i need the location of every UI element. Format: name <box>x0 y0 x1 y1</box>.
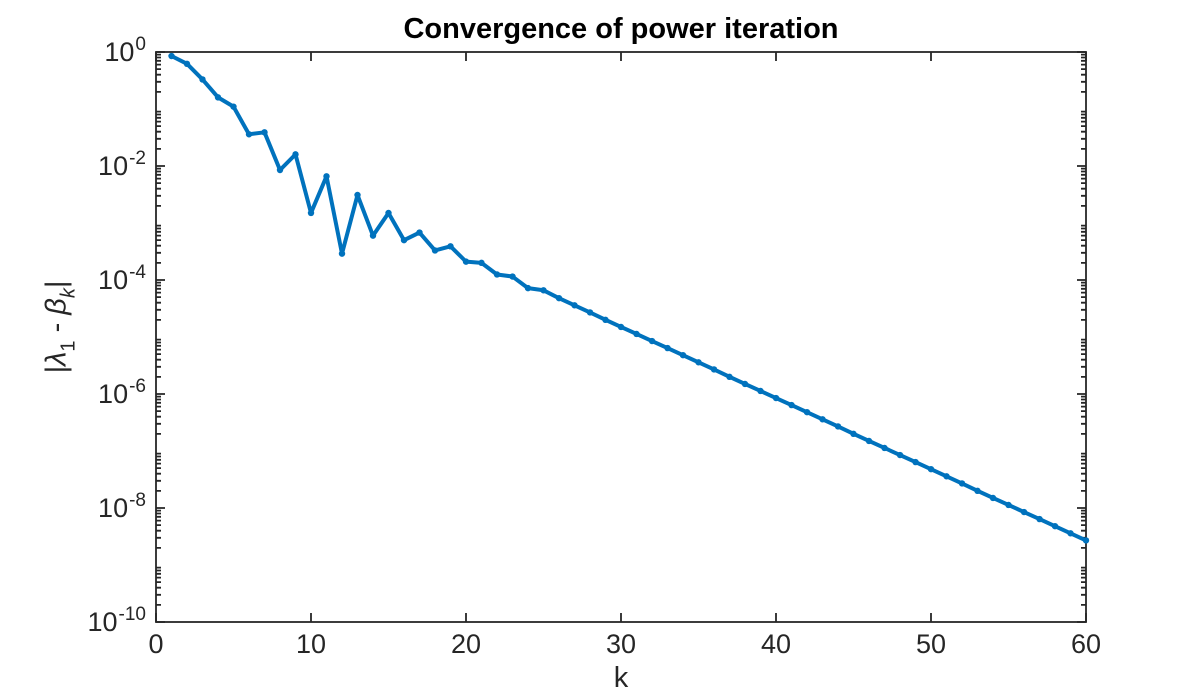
data-point-marker <box>788 401 795 409</box>
convergence-line <box>169 54 1088 543</box>
data-point-marker <box>927 465 935 473</box>
data-point-marker <box>447 243 454 250</box>
data-point-marker <box>214 94 222 101</box>
data-point-marker <box>710 366 718 373</box>
data-point-marker <box>524 284 532 292</box>
data-point-marker <box>586 309 594 316</box>
x-tick-label: 60 <box>1070 629 1102 659</box>
y-tick-label: 10-6 <box>98 375 146 409</box>
data-point-marker <box>757 387 764 395</box>
data-point-marker <box>664 344 671 352</box>
data-point-marker <box>385 209 392 217</box>
y-axis-label-part: - <box>40 314 73 341</box>
y-tick-label: 100 <box>104 33 146 67</box>
data-point-marker <box>803 408 811 416</box>
data-point-marker <box>896 451 904 459</box>
x-axis-label: k <box>613 662 629 694</box>
data-point-marker <box>819 416 826 423</box>
data-point-marker <box>958 480 966 487</box>
data-point-marker <box>865 437 873 445</box>
data-point-marker <box>168 52 175 60</box>
data-point-marker <box>602 316 609 324</box>
y-tick-label: 10-8 <box>98 489 146 523</box>
data-point-marker <box>648 337 656 345</box>
x-tick-label: 20 <box>450 629 482 659</box>
x-tick-label: 0 <box>148 629 164 659</box>
data-point-marker <box>369 232 377 239</box>
data-point-marker <box>431 247 439 254</box>
x-tick-label: 40 <box>760 629 792 659</box>
data-point-marker <box>726 373 733 381</box>
data-point-marker <box>912 458 919 466</box>
y-axis-label-part: | <box>40 365 73 374</box>
data-point-marker <box>307 209 315 217</box>
data-point-marker <box>1036 515 1043 523</box>
data-point-marker <box>338 250 346 257</box>
data-point-marker <box>850 430 857 438</box>
y-axis-label-part: λ <box>40 351 73 366</box>
plot-area <box>155 51 1090 623</box>
y-tick-label: 10-2 <box>98 147 146 181</box>
x-tick-label: 10 <box>295 629 327 659</box>
data-point-marker <box>1005 501 1012 509</box>
data-point-marker <box>695 359 702 366</box>
data-point-marker <box>354 191 361 199</box>
x-tick-label: 30 <box>605 629 637 659</box>
convergence-plot-svg <box>155 51 1090 623</box>
data-point-marker <box>989 494 997 502</box>
data-point-marker <box>400 236 408 244</box>
chart-title: Convergence of power iteration <box>403 13 839 45</box>
y-axis-label-part: 1 <box>57 340 80 352</box>
data-point-marker <box>1082 537 1090 544</box>
axis-ticks <box>155 51 1087 623</box>
data-point-marker <box>261 129 268 136</box>
data-point-marker <box>881 444 888 452</box>
data-point-marker <box>199 76 206 83</box>
data-point-marker <box>540 287 547 294</box>
data-point-marker <box>1020 508 1028 516</box>
data-point-marker <box>509 273 516 280</box>
data-point-marker <box>323 173 330 180</box>
data-point-marker <box>741 380 749 388</box>
y-axis-label-part: β <box>40 298 73 315</box>
data-point-marker <box>230 103 237 110</box>
data-point-marker <box>617 323 625 331</box>
data-point-marker <box>276 166 284 174</box>
axes-box <box>155 51 1087 623</box>
data-point-marker <box>1051 522 1059 530</box>
data-point-marker <box>974 487 981 495</box>
data-point-marker <box>462 258 470 265</box>
data-point-marker <box>834 423 842 430</box>
data-point-marker <box>1067 530 1074 537</box>
data-point-marker <box>679 351 687 359</box>
data-point-marker <box>943 473 950 480</box>
data-point-marker <box>416 229 423 236</box>
data-point-marker <box>478 259 485 267</box>
x-tick-label: 50 <box>915 629 947 659</box>
data-point-marker <box>555 294 563 302</box>
data-point-marker <box>571 302 578 309</box>
data-point-marker <box>493 271 501 278</box>
data-point-marker <box>183 60 191 68</box>
data-point-marker <box>245 131 253 138</box>
data-point-marker <box>292 151 299 158</box>
data-point-marker <box>633 330 640 338</box>
y-tick-label: 10-10 <box>87 603 146 637</box>
y-tick-label: 10-4 <box>98 261 146 295</box>
data-point-marker <box>772 394 780 402</box>
